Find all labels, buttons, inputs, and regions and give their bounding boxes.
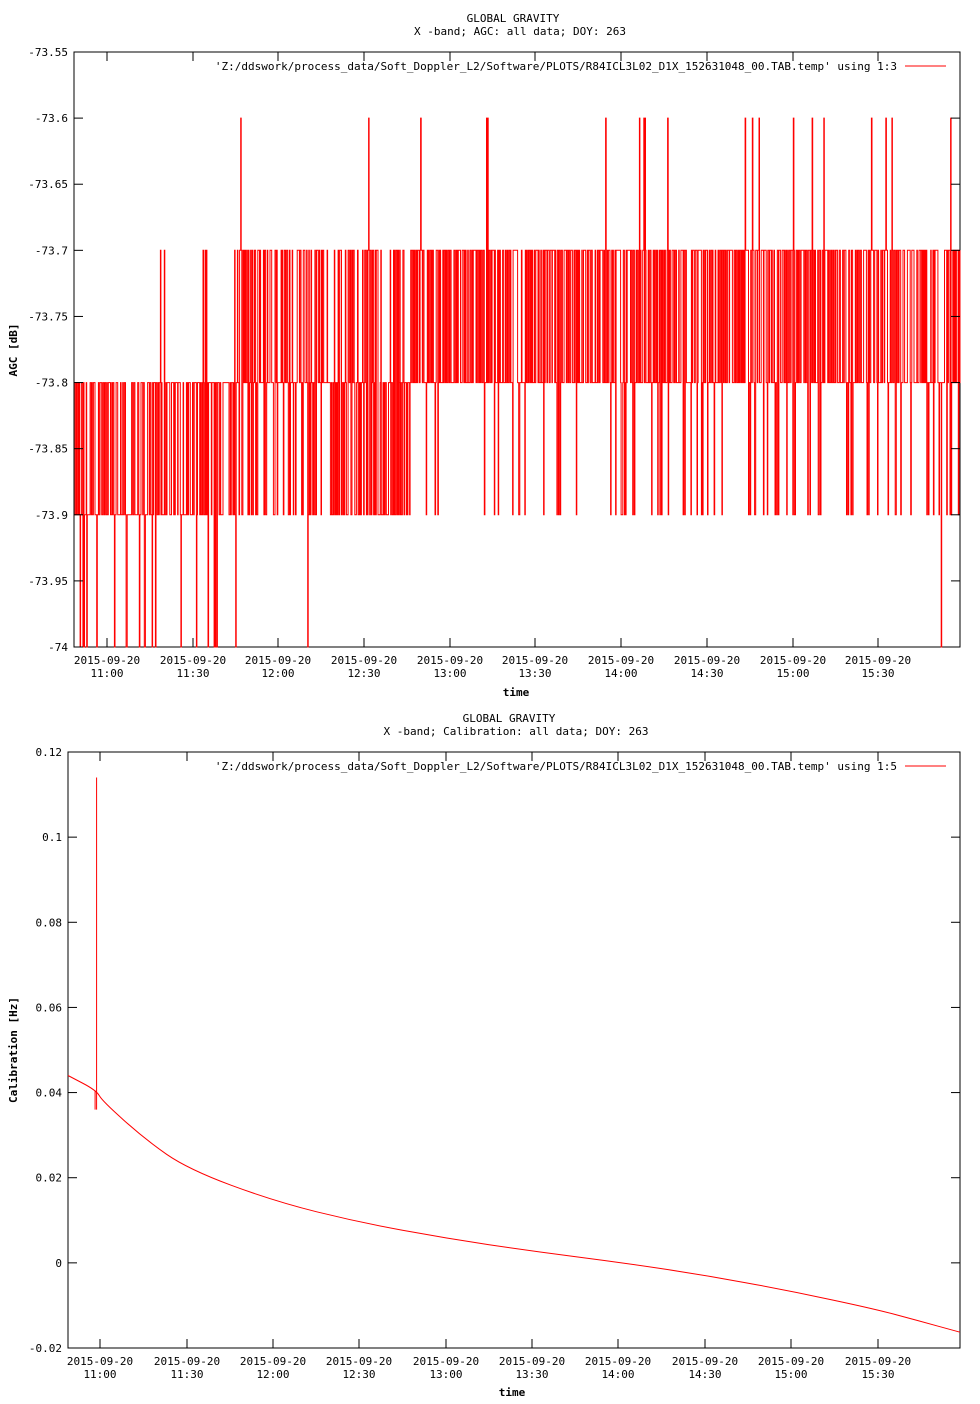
y-tick-label: -73.9 [35, 509, 68, 522]
x-tick-date-label: 2015-09-20 [74, 654, 140, 667]
x-tick-date-label: 2015-09-20 [67, 1355, 133, 1368]
x-tick-time-label: 15:30 [861, 1368, 894, 1381]
x-tick-time-label: 13:00 [433, 667, 466, 680]
x-tick-date-label: 2015-09-20 [326, 1355, 392, 1368]
x-tick-time-label: 13:00 [429, 1368, 462, 1381]
x-tick-time-label: 14:30 [690, 667, 723, 680]
calibration-series-line [67, 777, 961, 1333]
y-tick-label: 0.06 [36, 1001, 63, 1014]
calibration-chart-title: GLOBAL GRAVITY [463, 712, 556, 725]
x-tick-date-label: 2015-09-20 [413, 1355, 479, 1368]
agc-x-axis-title: time [503, 686, 530, 699]
agc-y-axis-title: AGC [dB] [7, 324, 20, 377]
y-tick-label: -73.95 [28, 575, 68, 588]
calibration-legend-label: 'Z:/ddswork/process_data/Soft_Doppler_L2… [215, 760, 897, 773]
y-tick-label: 0.1 [42, 831, 62, 844]
calibration-plot-frame [67, 751, 961, 1349]
x-tick-time-label: 15:00 [776, 667, 809, 680]
y-tick-label: -73.7 [35, 244, 68, 257]
y-tick-label: 0.04 [36, 1087, 63, 1100]
calibration-chart-subtitle: X -band; Calibration: all data; DOY: 263 [384, 725, 649, 738]
y-tick-label: 0.08 [36, 916, 63, 929]
x-tick-time-label: 14:30 [688, 1368, 721, 1381]
x-tick-date-label: 2015-09-20 [585, 1355, 651, 1368]
agc-legend-label: 'Z:/ddswork/process_data/Soft_Doppler_L2… [215, 60, 897, 73]
y-tick-label: -73.85 [28, 443, 68, 456]
agc-chart-subtitle: X -band; AGC: all data; DOY: 263 [414, 25, 626, 38]
calibration-x-axis-title: time [499, 1386, 526, 1399]
x-tick-date-label: 2015-09-20 [672, 1355, 738, 1368]
agc-x-axis: 2015-09-2011:002015-09-2011:302015-09-20… [74, 52, 911, 680]
agc-y-axis: -73.55 -73.6 -73.65 -73.7 -73.75 -73.8 -73.85 -… [28, 46, 960, 654]
y-tick-label: -73.75 [28, 310, 68, 323]
y-tick-label: -74 [48, 641, 68, 654]
x-tick-time-label: 12:30 [347, 667, 380, 680]
x-tick-time-label: 12:30 [342, 1368, 375, 1381]
agc-trace [74, 117, 961, 648]
x-tick-time-label: 15:00 [774, 1368, 807, 1381]
x-tick-time-label: 14:00 [604, 667, 637, 680]
x-tick-date-label: 2015-09-20 [245, 654, 311, 667]
x-tick-time-label: 11:30 [170, 1368, 203, 1381]
x-tick-time-label: 14:00 [601, 1368, 634, 1381]
x-tick-time-label: 15:30 [861, 667, 894, 680]
y-tick-label: -73.55 [28, 46, 68, 59]
x-tick-date-label: 2015-09-20 [758, 1355, 824, 1368]
x-tick-time-label: 11:30 [176, 667, 209, 680]
y-tick-label: -73.6 [35, 112, 68, 125]
x-tick-date-label: 2015-09-20 [845, 1355, 911, 1368]
x-tick-time-label: 12:00 [261, 667, 294, 680]
y-tick-label: -73.65 [28, 178, 68, 191]
agc-chart: GLOBAL GRAVITY X -band; AGC: all data; D… [7, 12, 961, 699]
calibration-curve [67, 1075, 961, 1333]
x-tick-date-label: 2015-09-20 [845, 654, 911, 667]
x-tick-date-label: 2015-09-20 [160, 654, 226, 667]
x-tick-time-label: 11:00 [90, 667, 123, 680]
y-tick-label: 0.12 [36, 746, 63, 759]
calibration-x-axis: 2015-09-2011:002015-09-2011:302015-09-20… [67, 752, 911, 1381]
calibration-y-axis-title: Calibration [Hz] [7, 997, 20, 1103]
y-tick-label: 0 [55, 1257, 62, 1270]
calibration-chart: GLOBAL GRAVITY X -band; Calibration: all… [7, 712, 961, 1399]
x-tick-date-label: 2015-09-20 [674, 654, 740, 667]
x-tick-date-label: 2015-09-20 [331, 654, 397, 667]
agc-series-line [74, 117, 961, 648]
x-tick-date-label: 2015-09-20 [240, 1355, 306, 1368]
x-tick-date-label: 2015-09-20 [588, 654, 654, 667]
x-tick-date-label: 2015-09-20 [502, 654, 568, 667]
x-tick-date-label: 2015-09-20 [499, 1355, 565, 1368]
x-tick-date-label: 2015-09-20 [760, 654, 826, 667]
x-tick-time-label: 11:00 [83, 1368, 116, 1381]
y-tick-label: -0.02 [29, 1342, 62, 1355]
calibration-y-axis: 0.12 0.1 0.08 0.06 0.04 0.02 0 -0.02 [29, 746, 960, 1355]
y-tick-label: 0.02 [36, 1172, 63, 1185]
agc-chart-title: GLOBAL GRAVITY [467, 12, 560, 25]
x-tick-time-label: 13:30 [518, 667, 551, 680]
y-tick-label: -73.8 [35, 377, 68, 390]
x-tick-date-label: 2015-09-20 [154, 1355, 220, 1368]
x-tick-time-label: 12:00 [256, 1368, 289, 1381]
x-tick-date-label: 2015-09-20 [417, 654, 483, 667]
x-tick-time-label: 13:30 [515, 1368, 548, 1381]
